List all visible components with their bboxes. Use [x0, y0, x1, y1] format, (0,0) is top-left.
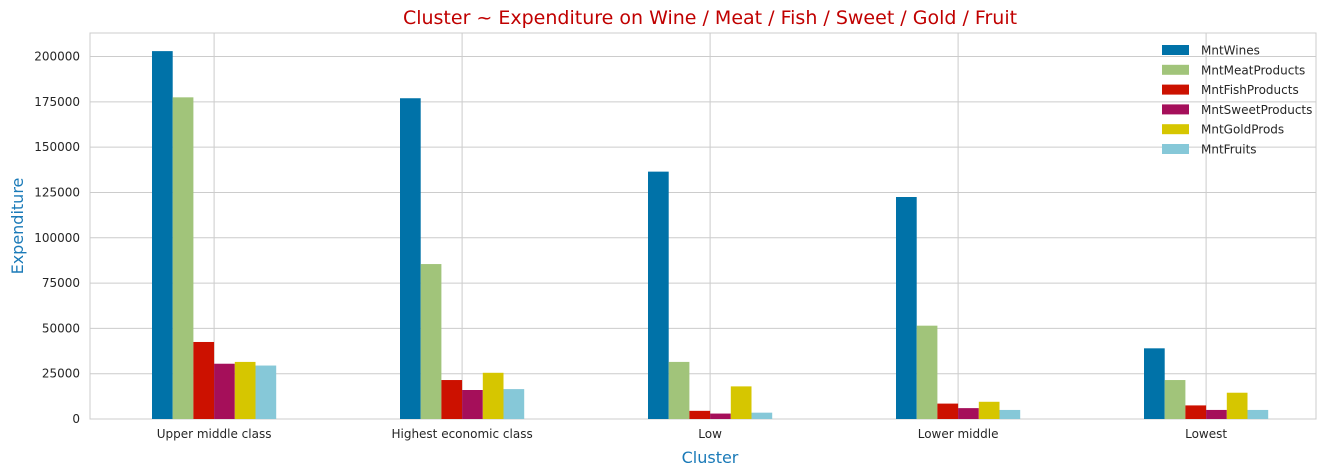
- bar-MntSweetProducts: [214, 363, 235, 419]
- x-tick-label: Lowest: [1185, 427, 1227, 441]
- bar-MntFishProducts: [689, 410, 711, 419]
- bar-MntFruits: [751, 412, 773, 419]
- x-tick-label: Low: [698, 427, 722, 441]
- legend-swatch: [1162, 64, 1189, 75]
- bar-MntFruits: [1247, 409, 1269, 419]
- bar-MntFishProducts: [1185, 405, 1207, 419]
- bar-MntWines: [400, 98, 421, 419]
- bar-MntFruits: [255, 365, 277, 419]
- y-tick-label: 0: [72, 412, 80, 426]
- x-tick-label: Upper middle class: [157, 427, 272, 441]
- x-tick-label: Lower middle: [918, 427, 999, 441]
- legend-label: MntSweetProducts: [1201, 103, 1312, 117]
- y-tick-label: 100000: [34, 231, 80, 245]
- bar-MntWines: [896, 197, 917, 419]
- bar-MntFishProducts: [937, 403, 959, 419]
- y-axis-label: Expenditure: [8, 178, 27, 275]
- bar-MntGoldProds: [482, 372, 504, 419]
- y-tick-label: 75000: [42, 276, 80, 290]
- legend-swatch: [1162, 144, 1189, 154]
- bar-MntMeatProducts: [172, 97, 194, 419]
- bar-MntMeatProducts: [1164, 380, 1186, 419]
- y-tick-labels: 0 25000 50000 75000 100000 125000 150000 175000…: [34, 50, 80, 426]
- legend-swatch: [1162, 45, 1189, 55]
- bar-MntMeatProducts: [668, 361, 690, 419]
- bar-MntFruits: [999, 409, 1021, 419]
- bar-MntFruits: [503, 389, 525, 419]
- bar-MntGoldProds: [978, 401, 1000, 419]
- y-tick-label: 175000: [34, 95, 80, 109]
- legend-label: MntWines: [1201, 44, 1260, 58]
- legend-label: MntMeatProducts: [1201, 63, 1305, 77]
- bar-MntGoldProds: [1226, 392, 1248, 419]
- bar-MntFishProducts: [193, 341, 215, 419]
- plot-area: [89, 32, 1317, 420]
- bar-MntMeatProducts: [916, 325, 938, 419]
- y-tick-label: 150000: [34, 140, 80, 154]
- x-tick-label: Highest economic class: [391, 427, 532, 441]
- bar-MntWines: [1144, 348, 1165, 419]
- legend: MntWines MntMeatProducts MntFishProducts Mn…: [1162, 44, 1312, 157]
- bar-MntSweetProducts: [958, 408, 979, 419]
- x-tick-labels: Upper middle class Highest economic class…: [157, 427, 1228, 441]
- bar-MntSweetProducts: [462, 390, 483, 419]
- bar-MntMeatProducts: [420, 264, 442, 419]
- bars: [152, 51, 1269, 419]
- bar-MntSweetProducts: [1206, 409, 1227, 419]
- legend-swatch: [1162, 104, 1189, 115]
- bar-MntSweetProducts: [710, 413, 731, 419]
- y-tick-label: 200000: [34, 50, 80, 64]
- y-tick-label: 25000: [42, 367, 80, 381]
- y-tick-label: 50000: [42, 321, 80, 335]
- bar-MntFishProducts: [441, 380, 463, 419]
- legend-label: MntFruits: [1201, 143, 1257, 157]
- legend-swatch: [1162, 84, 1189, 95]
- bar-MntGoldProds: [234, 361, 256, 419]
- legend-swatch: [1162, 124, 1189, 135]
- y-tick-label: 125000: [34, 185, 80, 199]
- grid: [90, 33, 1316, 420]
- legend-label: MntGoldProds: [1201, 123, 1284, 137]
- x-axis-label: Cluster: [682, 448, 739, 467]
- bar-MntWines: [152, 51, 173, 419]
- bar-MntGoldProds: [730, 386, 752, 419]
- chart-title: Cluster ~ Expenditure on Wine / Meat / F…: [403, 7, 1017, 29]
- legend-label: MntFishProducts: [1201, 83, 1299, 97]
- bar-MntWines: [648, 171, 669, 419]
